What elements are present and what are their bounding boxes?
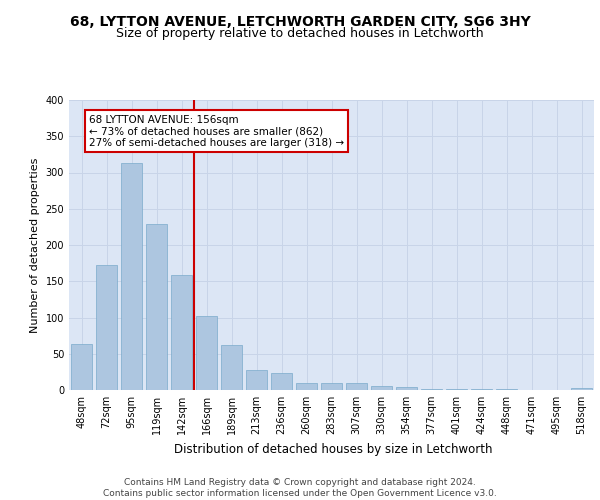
Bar bbox=[346, 383, 367, 390]
Bar bbox=[421, 388, 442, 390]
Text: Distribution of detached houses by size in Letchworth: Distribution of detached houses by size … bbox=[174, 442, 492, 456]
Y-axis label: Number of detached properties: Number of detached properties bbox=[30, 158, 40, 332]
Bar bbox=[396, 387, 417, 390]
Bar bbox=[221, 345, 242, 390]
Text: 68, LYTTON AVENUE, LETCHWORTH GARDEN CITY, SG6 3HY: 68, LYTTON AVENUE, LETCHWORTH GARDEN CIT… bbox=[70, 15, 530, 29]
Bar bbox=[271, 374, 292, 390]
Bar bbox=[246, 370, 267, 390]
Bar bbox=[371, 386, 392, 390]
Text: 68 LYTTON AVENUE: 156sqm
← 73% of detached houses are smaller (862)
27% of semi-: 68 LYTTON AVENUE: 156sqm ← 73% of detach… bbox=[89, 114, 344, 148]
Bar bbox=[196, 316, 217, 390]
Bar bbox=[121, 163, 142, 390]
Bar bbox=[321, 383, 342, 390]
Bar bbox=[571, 388, 592, 390]
Bar bbox=[171, 276, 192, 390]
Bar bbox=[96, 264, 117, 390]
Bar bbox=[71, 344, 92, 390]
Text: Contains HM Land Registry data © Crown copyright and database right 2024.
Contai: Contains HM Land Registry data © Crown c… bbox=[103, 478, 497, 498]
Bar bbox=[146, 224, 167, 390]
Bar bbox=[296, 384, 317, 390]
Text: Size of property relative to detached houses in Letchworth: Size of property relative to detached ho… bbox=[116, 28, 484, 40]
